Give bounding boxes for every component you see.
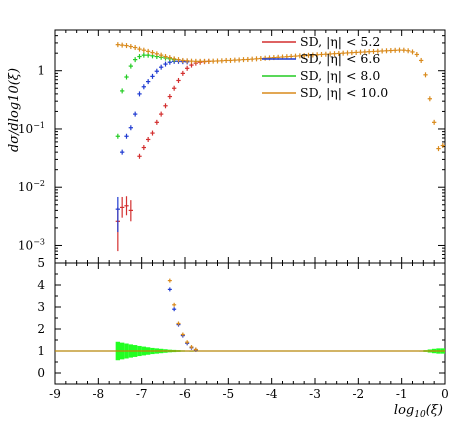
ratio-plot-frame: [54, 262, 446, 385]
y-tick-label-base: 10: [18, 122, 33, 136]
x-tick-label: -2: [352, 387, 364, 401]
x-tick-label: -7: [136, 387, 148, 401]
x-tick-label: -6: [179, 387, 191, 401]
x-axis-title-base: log: [394, 403, 414, 418]
x-tick-labels: -9 -8 -7 -6 -5 -4 -3 -2 -1 0: [49, 387, 449, 401]
x-tick-label: -3: [309, 387, 321, 401]
legend: SD, |η| < 5.2 SD, |η| < 6.6 SD, |η| < 8.0 S…: [262, 34, 388, 100]
series-sd-8-0: [115, 52, 177, 139]
legend-label: SD, |η| < 5.2: [300, 34, 380, 49]
x-axis-title-argument: (ξ): [426, 403, 443, 418]
x-axis-title: log10(ξ): [394, 403, 443, 420]
ratio-panel: 0 1 2 3 4 5 -9 -8 -7 -6 -5 -4 -3 -2 -1 0 log10(ξ): [37, 256, 448, 420]
y-tick-label: 10−2: [18, 179, 45, 194]
ratio-y-tick-label: 2: [37, 322, 45, 336]
ratio-y-tick-label: 3: [37, 300, 45, 314]
x-tick-label: -5: [222, 387, 234, 401]
y-axis-title: dσ/dlog10(ξ): [7, 68, 22, 152]
x-tick-label: -8: [92, 387, 104, 401]
series-sd-5-2: [115, 58, 211, 252]
y-tick-label-base: 10: [18, 180, 33, 194]
main-panel: 10−310−210−11 SD, |η| < 5.2SD, |η| < 6.6…: [7, 29, 446, 264]
ratio-y-tick-label: 4: [37, 278, 45, 292]
y-tick-label-base: 10: [18, 238, 33, 252]
main-axis-ticks: [54, 29, 446, 264]
y-tick-label-exponent: −3: [33, 237, 45, 246]
series-sd-6-6: [115, 58, 190, 233]
y-tick-label: 1: [37, 64, 45, 78]
x-tick-label: -9: [49, 387, 61, 401]
ratio-axis-ticks: [54, 262, 446, 384]
main-y-tick-labels: 10−310−210−11: [18, 64, 45, 253]
ratio-y-tick-label: 5: [37, 256, 45, 270]
y-tick-label-exponent: −1: [33, 121, 45, 130]
y-tick-label: 10−3: [18, 237, 45, 252]
y-tick-label-exponent: −2: [33, 179, 45, 188]
main-series-group: [115, 42, 445, 252]
ratio-series-group: [167, 278, 198, 352]
main-plot-frame: [54, 29, 446, 264]
y-tick-label: 10−1: [18, 121, 45, 136]
legend-label: SD, |η| < 10.0: [300, 85, 388, 100]
x-tick-label: -4: [266, 387, 278, 401]
ratio-y-tick-label: 0: [37, 366, 45, 380]
x-axis-title-subscript: 10: [414, 410, 426, 420]
y-tick-label-base: 1: [37, 64, 45, 78]
x-tick-label: -1: [396, 387, 408, 401]
ratio-y-tick-labels: 0 1 2 3 4 5: [37, 256, 45, 380]
legend-label: SD, |η| < 8.0: [300, 68, 380, 83]
x-tick-label: 0: [441, 387, 449, 401]
ratio-y-tick-label: 1: [37, 344, 45, 358]
legend-label: SD, |η| < 6.6: [300, 51, 380, 66]
